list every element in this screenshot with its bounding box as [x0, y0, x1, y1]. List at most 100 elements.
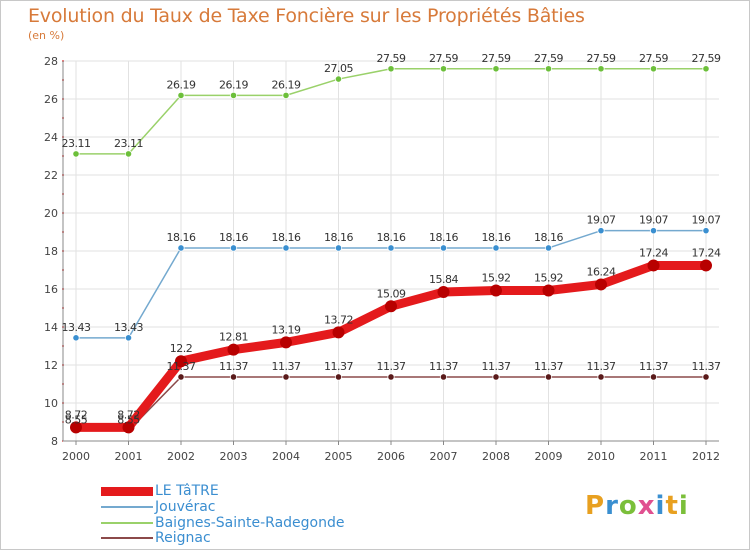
- x-tick-label: 2008: [482, 450, 510, 463]
- data-point: [177, 91, 185, 99]
- data-label: 18.16: [377, 231, 406, 244]
- y-tick-label: 22: [44, 169, 58, 182]
- data-point: [700, 259, 712, 272]
- y-tick-label: 10: [44, 397, 58, 410]
- y-tick-label: 28: [44, 55, 58, 68]
- data-label: 19.07: [692, 214, 721, 227]
- series-lines: [70, 65, 712, 435]
- data-label: 18.16: [429, 231, 458, 244]
- data-point: [649, 373, 658, 381]
- data-label: 27.05: [324, 62, 353, 75]
- x-tick-label: 2001: [115, 450, 143, 463]
- data-label: 11.37: [429, 360, 458, 373]
- data-point: [334, 244, 343, 252]
- data-label: 13.19: [272, 323, 301, 336]
- data-point: [332, 326, 345, 339]
- data-point: [544, 244, 553, 252]
- data-label: 27.59: [429, 52, 458, 65]
- x-tick-label: 2009: [535, 450, 563, 463]
- legend-item-jouverac: Jouvérac: [101, 499, 216, 515]
- data-point: [702, 373, 710, 381]
- data-label: 11.37: [377, 360, 406, 373]
- data-label: 27.59: [482, 52, 511, 65]
- legend-swatch: [101, 506, 153, 508]
- data-point: [439, 65, 448, 73]
- axes: 8 10 12 14 16 18 20 22 24 26 28 2000 2001 2002 2003 200…: [44, 55, 720, 463]
- x-tick-label: 2002: [167, 450, 195, 463]
- data-point: [387, 244, 395, 252]
- data-point: [124, 150, 133, 158]
- data-label: 11.37: [482, 360, 511, 373]
- data-point: [229, 91, 238, 99]
- data-label: 23.11: [62, 137, 91, 150]
- data-point: [124, 334, 133, 342]
- data-point: [385, 300, 397, 313]
- y-unit-label: (en %): [28, 29, 65, 42]
- data-point: [649, 227, 658, 235]
- data-label: 12.81: [219, 331, 248, 344]
- data-point: [334, 75, 343, 83]
- data-point: [492, 65, 500, 73]
- legend-swatch: [101, 522, 153, 524]
- data-point: [439, 244, 448, 252]
- data-point: [227, 343, 240, 356]
- data-point: [282, 244, 290, 252]
- data-label: 16.24: [587, 265, 616, 278]
- data-label: 18.16: [482, 231, 511, 244]
- y-tick-label: 20: [44, 207, 58, 220]
- data-label: 18.16: [272, 231, 301, 244]
- data-point: [175, 355, 187, 368]
- data-label: 27.59: [587, 52, 616, 65]
- x-tick-label: 2011: [640, 450, 668, 463]
- y-tick-label: 16: [44, 283, 58, 296]
- y-tick-label: 14: [44, 321, 58, 334]
- data-point: [387, 373, 395, 381]
- data-label: 27.59: [534, 52, 563, 65]
- legend-swatch: [101, 486, 153, 496]
- data-point: [177, 244, 185, 252]
- data-label: 11.37: [167, 360, 196, 373]
- data-point: [544, 65, 553, 73]
- legend-item-reignac: Reignac: [101, 530, 211, 546]
- data-label: 26.19: [219, 78, 248, 91]
- legend-swatch: [101, 537, 153, 539]
- data-point: [702, 65, 710, 73]
- data-point: [492, 244, 500, 252]
- y-tick-label: 18: [44, 245, 58, 258]
- data-label: 27.59: [692, 52, 721, 65]
- data-label: 18.16: [167, 231, 196, 244]
- data-label: 15.92: [534, 272, 563, 285]
- data-label: 13.43: [62, 321, 91, 334]
- data-point: [492, 373, 500, 381]
- x-tick-label: 2006: [377, 450, 405, 463]
- data-label: 11.37: [219, 360, 248, 373]
- data-label: 8.55: [65, 414, 88, 427]
- data-point: [70, 421, 82, 434]
- x-tick-label: 2010: [587, 450, 615, 463]
- data-point: [597, 373, 605, 381]
- data-point: [122, 421, 135, 434]
- data-label: 27.59: [639, 52, 668, 65]
- data-point: [490, 284, 502, 297]
- data-point: [229, 244, 238, 252]
- legend-label: Baignes-Sainte-Radegonde: [155, 515, 345, 531]
- data-point: [542, 284, 555, 297]
- data-label: 15.92: [482, 272, 511, 285]
- x-tick-label: 2004: [272, 450, 300, 463]
- legend-item-le-tatre: LE TâTRE: [101, 483, 219, 499]
- data-label: 19.07: [587, 214, 616, 227]
- x-tick-label: 2000: [62, 450, 90, 463]
- data-label: 11.37: [692, 360, 721, 373]
- x-tick-label: 2005: [325, 450, 353, 463]
- data-label: 13.72: [324, 313, 353, 326]
- data-point: [437, 286, 450, 299]
- data-label: 27.59: [377, 52, 406, 65]
- data-point: [544, 373, 553, 381]
- data-label: 15.84: [429, 273, 458, 286]
- data-label: 18.16: [324, 231, 353, 244]
- chart-title: Evolution du Taux de Taxe Foncière sur l…: [28, 5, 585, 27]
- legend-label: Jouvérac: [155, 499, 216, 515]
- data-labels: 8.72 8.72 12.2 12.81 13.19 13.72 15.09 15.84 15.…: [62, 52, 722, 427]
